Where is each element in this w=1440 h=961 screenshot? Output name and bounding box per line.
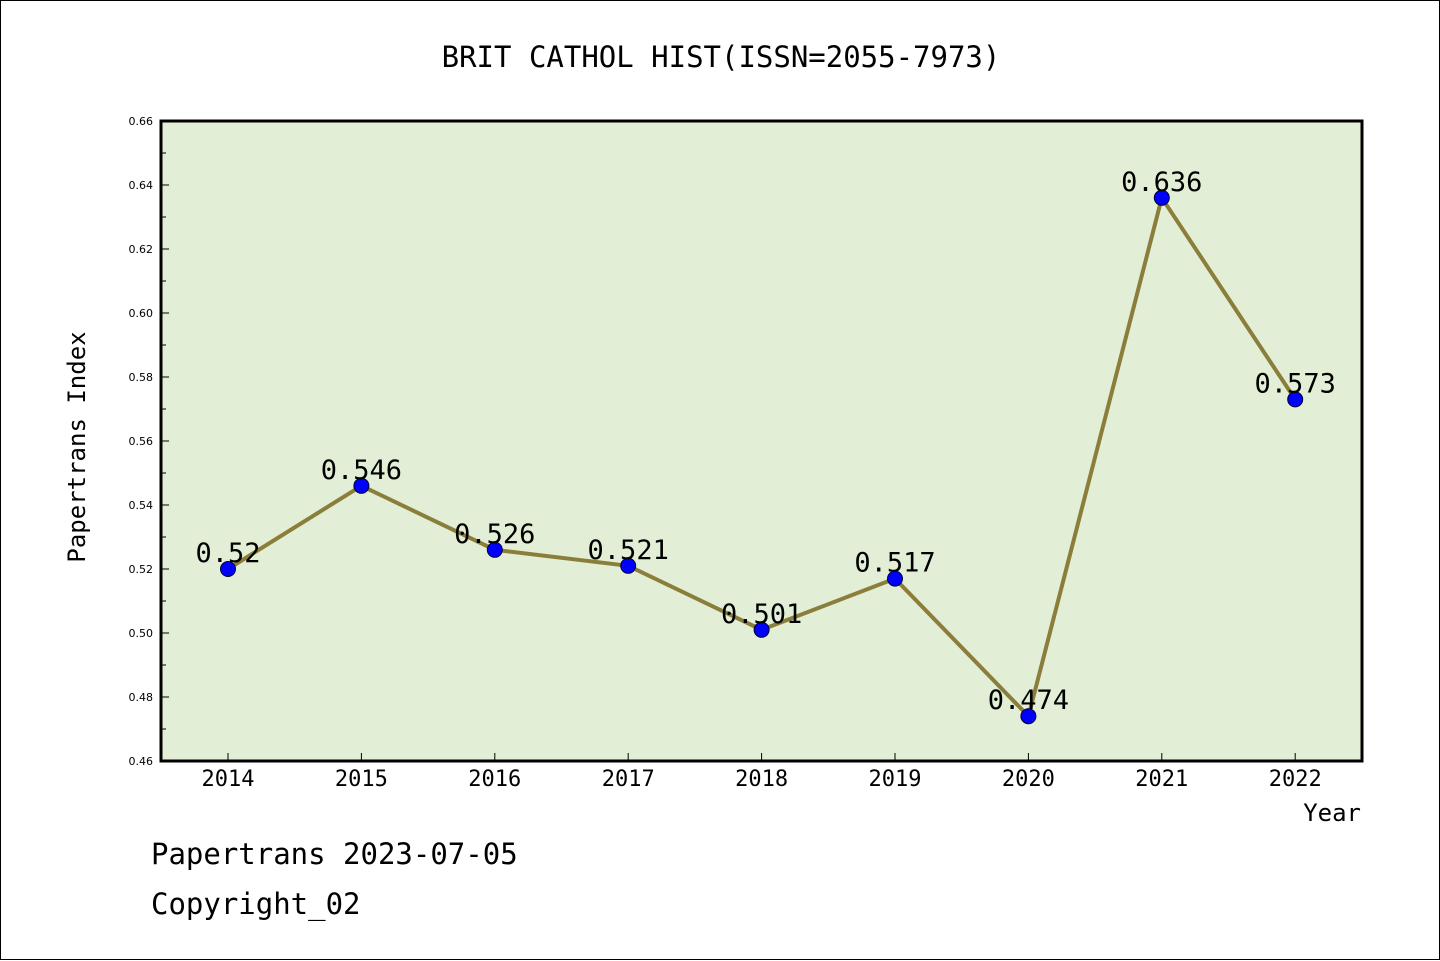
x-tick-label: 2019 xyxy=(869,767,922,792)
y-tick-label: 0.66 xyxy=(129,115,154,128)
data-label: 0.636 xyxy=(1121,167,1202,198)
x-tick-label: 2022 xyxy=(1269,767,1322,792)
x-tick-label: 2015 xyxy=(335,767,388,792)
x-tick-label: 2018 xyxy=(735,767,788,792)
y-axis-label: Papertrans Index xyxy=(63,331,91,562)
data-point xyxy=(1020,708,1037,725)
data-labels: 0.52 0.546 0.526 0.521 0.501 0.517 0.474 0.636 0… xyxy=(195,167,1335,716)
x-tick-label: 2017 xyxy=(602,767,655,792)
x-tick-label: 2021 xyxy=(1135,767,1188,792)
data-label: 0.517 xyxy=(854,548,935,579)
footer-copyright: Copyright_02 xyxy=(151,887,361,921)
x-axis: 2014 2015 2016 2017 2018 2019 2020 2021 2022 xyxy=(202,753,1322,792)
x-axis-label: Year xyxy=(1303,799,1361,827)
y-tick-label: 0.48 xyxy=(129,691,154,704)
y-tick-label: 0.56 xyxy=(129,435,154,448)
y-tick-label: 0.58 xyxy=(129,371,154,384)
data-point xyxy=(753,621,770,638)
data-label: 0.546 xyxy=(321,455,402,486)
data-point xyxy=(887,570,903,587)
data-point xyxy=(1287,391,1304,408)
plot-area xyxy=(159,119,1364,763)
data-point xyxy=(1153,189,1170,206)
y-tick-label: 0.60 xyxy=(129,307,154,320)
data-label: 0.526 xyxy=(454,519,535,550)
y-tick-label: 0.50 xyxy=(129,627,154,640)
x-tick-label: 2016 xyxy=(468,767,521,792)
x-tick-label: 2014 xyxy=(202,767,255,792)
data-label: 0.521 xyxy=(588,535,669,566)
data-label: 0.474 xyxy=(988,685,1069,716)
data-point xyxy=(486,541,503,558)
data-point xyxy=(620,557,637,574)
y-tick-label: 0.46 xyxy=(129,755,154,768)
y-tick-label: 0.64 xyxy=(129,179,154,192)
y-tick-label: 0.54 xyxy=(129,499,154,512)
chart-title: BRIT CATHOL HIST(ISSN=2055-7973) xyxy=(442,40,1001,74)
data-point xyxy=(353,477,370,494)
y-axis: 0.46 0.48 0.50 0.52 0.54 0.56 0.58 0.60 0.62 0.64… xyxy=(129,115,169,768)
data-label: 0.501 xyxy=(721,599,802,630)
data-point xyxy=(220,561,236,577)
x-tick-label: 2020 xyxy=(1002,767,1055,792)
footer-date: Papertrans 2023-07-05 xyxy=(151,837,518,871)
data-label: 0.52 xyxy=(195,538,260,569)
y-tick-label: 0.52 xyxy=(129,563,154,576)
y-tick-label: 0.62 xyxy=(129,243,154,256)
data-label: 0.573 xyxy=(1255,368,1336,399)
data-points xyxy=(220,189,1304,725)
